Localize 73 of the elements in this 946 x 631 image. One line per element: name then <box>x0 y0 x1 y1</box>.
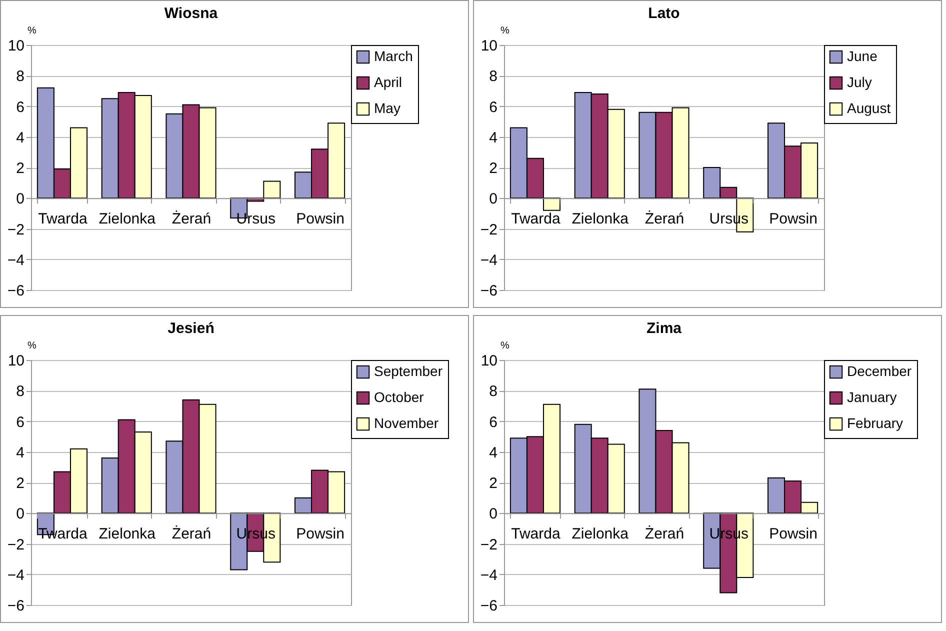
y-tick-label: 0 <box>16 190 24 208</box>
legend-label: May <box>374 100 400 116</box>
y-axis-title: % <box>500 340 510 352</box>
y-tick-label: 4 <box>489 129 498 146</box>
x-tick-label: Powsin <box>296 526 344 543</box>
y-tick-label: −6 <box>7 282 24 300</box>
x-tick-label: Zielonka <box>572 526 630 543</box>
chart-title: Jesień <box>168 320 214 337</box>
x-tick-label: Powsin <box>769 526 818 543</box>
y-tick-label: 10 <box>8 38 24 54</box>
x-tick-label: Żerań <box>172 524 212 543</box>
y-tick-label: −2 <box>480 536 498 554</box>
x-tick-label: Żerań <box>644 524 684 543</box>
y-tick-label: 2 <box>489 160 498 177</box>
y-tick-label: 4 <box>16 129 24 146</box>
y-tick-label: 6 <box>489 98 498 116</box>
x-tick-label: Ursus <box>236 210 276 228</box>
x-tick-label: Twarda <box>511 210 561 228</box>
y-tick-label: −6 <box>480 598 498 614</box>
x-tick-label: Zielonka <box>572 210 630 228</box>
y-tick-label: 6 <box>16 98 24 116</box>
y-tick-label: 0 <box>489 506 498 523</box>
x-tick-label: Zielonka <box>98 210 156 228</box>
y-tick-label: −4 <box>480 252 498 269</box>
y-tick-label: −2 <box>480 221 498 238</box>
legend-label: August <box>847 100 891 116</box>
legend-label: December <box>847 363 912 379</box>
y-tick-label: −6 <box>7 598 24 614</box>
y-tick-label: 8 <box>16 68 24 86</box>
y-axis-title: % <box>28 340 36 352</box>
legend-label: June <box>847 48 878 64</box>
legend-label: October <box>374 389 424 405</box>
chart-title: Wiosna <box>164 5 218 22</box>
y-tick-label: 4 <box>16 444 24 462</box>
y-tick-label: −4 <box>7 566 24 584</box>
y-tick-label: −4 <box>7 252 24 269</box>
y-tick-label: 0 <box>16 506 24 523</box>
x-tick-label: Twarda <box>38 526 88 543</box>
x-tick-label: Zielonka <box>98 526 156 543</box>
y-axis-title: % <box>28 26 36 36</box>
legend-label: November <box>374 415 439 431</box>
y-tick-label: 8 <box>489 68 498 86</box>
y-tick-label: 2 <box>16 160 24 177</box>
y-tick-label: −2 <box>7 221 24 238</box>
x-tick-label: Powsin <box>769 210 818 228</box>
legend-label: February <box>847 415 904 431</box>
legend-label: January <box>847 389 897 405</box>
y-tick-label: 6 <box>16 414 24 431</box>
y-axis-title: % <box>500 26 510 36</box>
y-tick-label: 10 <box>480 352 498 370</box>
x-tick-label: Twarda <box>511 526 561 543</box>
y-tick-label: 10 <box>480 38 498 54</box>
x-tick-label: Żerań <box>644 210 684 228</box>
legend-label: September <box>374 363 443 379</box>
chart-title: Zima <box>646 320 682 337</box>
y-tick-label: 2 <box>489 475 498 492</box>
y-tick-label: −6 <box>480 282 498 300</box>
y-tick-label: 10 <box>8 352 24 370</box>
y-tick-label: 0 <box>489 190 498 208</box>
chart-title: Lato <box>648 5 680 22</box>
y-tick-label: −2 <box>7 536 24 554</box>
y-tick-label: 4 <box>489 444 498 462</box>
x-tick-label: Powsin <box>296 210 344 228</box>
y-tick-label: 6 <box>489 414 498 431</box>
y-tick-label: 8 <box>489 383 498 400</box>
y-tick-label: 2 <box>16 475 24 492</box>
y-tick-label: −4 <box>480 566 498 584</box>
y-tick-label: 8 <box>16 383 24 400</box>
legend-label: July <box>847 74 872 90</box>
x-tick-label: Twarda <box>38 210 88 228</box>
legend-label: March <box>374 48 413 64</box>
x-tick-label: Żerań <box>172 210 212 228</box>
legend-label: April <box>374 74 402 90</box>
